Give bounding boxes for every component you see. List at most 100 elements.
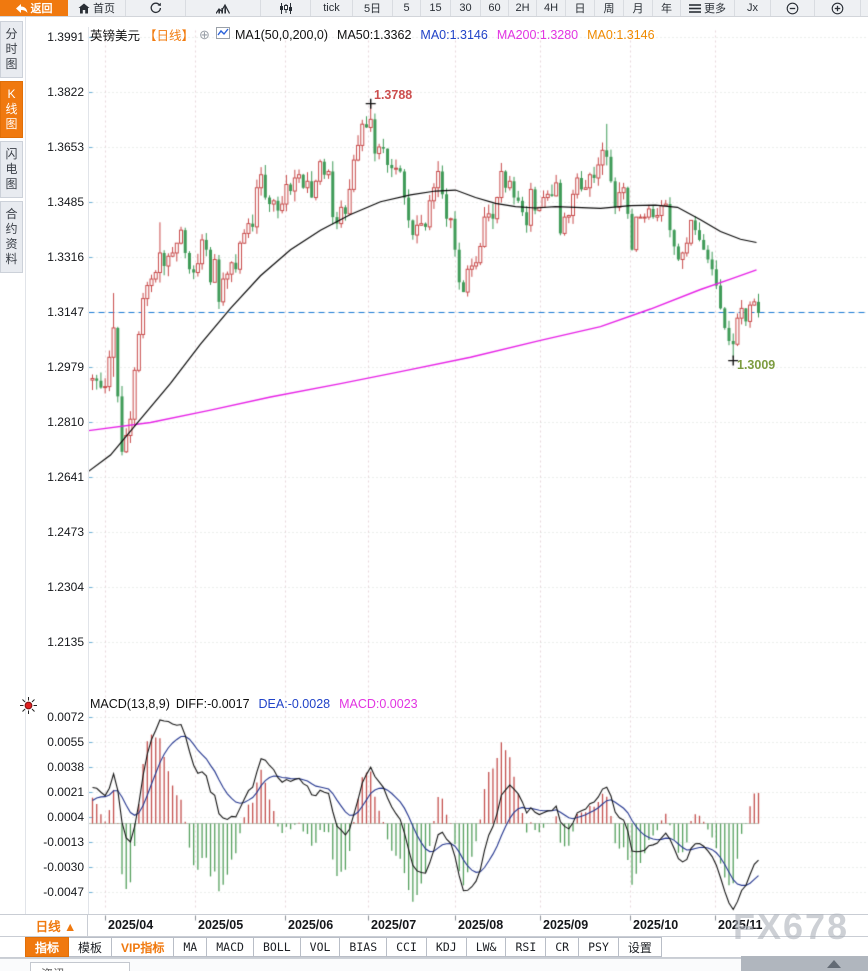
tab-BOLL[interactable]: BOLL: [253, 937, 301, 957]
refresh-icon: [149, 2, 162, 14]
low-price-annotation: 1.3009: [737, 358, 776, 372]
macd-axis-label: 0.0072: [47, 710, 84, 725]
period-selector[interactable]: 日线 ▲: [25, 915, 88, 936]
macd-header: MACD(13,8,9) DIFF:-0.0017 DEA:-0.0028 MA…: [90, 697, 418, 711]
tab-LW&[interactable]: LW&: [466, 937, 507, 957]
macd-axis-label: 0.0004: [47, 810, 84, 825]
home-button[interactable]: 首页: [68, 0, 126, 16]
ma50-value: MA50:1.3362: [337, 27, 412, 42]
month-label: 2025/05: [198, 918, 244, 932]
month-label: 2025/08: [458, 918, 504, 932]
zoom-in-button[interactable]: [815, 0, 861, 16]
sidebar-tab-3[interactable]: 闪 电 图: [0, 141, 23, 198]
zoom-in-icon: [831, 2, 844, 15]
sidebar-divider: [25, 17, 26, 957]
back-button[interactable]: 返回: [0, 0, 68, 16]
interval-day-button[interactable]: 日: [566, 0, 595, 16]
price-axis-label: 1.2304: [47, 579, 84, 594]
timeline-chart-button[interactable]: [186, 0, 261, 16]
macd-axis-label: -0.0030: [43, 860, 84, 875]
home-icon: [78, 3, 90, 14]
month-label: 2025/06: [288, 918, 334, 932]
up-triangle-icon: [827, 960, 841, 968]
price-axis-label: 1.3822: [47, 85, 84, 100]
tab-PSY[interactable]: PSY: [579, 937, 619, 957]
interval-60-button[interactable]: 60: [481, 0, 509, 16]
plot-left-border: [88, 27, 89, 914]
price-axis-label: 1.2473: [47, 524, 84, 539]
tab-指标[interactable]: 指标: [25, 937, 70, 957]
macd-axis-label: 0.0021: [47, 785, 84, 800]
interval-year-button[interactable]: 年: [653, 0, 681, 16]
indicator-settings-icon[interactable]: [20, 697, 37, 719]
price-axis-label: 1.2810: [47, 414, 84, 429]
tab-CCI[interactable]: CCI: [387, 937, 427, 957]
month-label: 2025/07: [371, 918, 417, 932]
zoom-out-icon: [786, 2, 799, 15]
high-price-annotation: 1.3788: [374, 88, 413, 102]
chart-header: 英镑美元 【日线】 ⊕ MA1(50,0,200,0) MA50:1.3362 …: [90, 25, 655, 44]
price-axis-label: 1.3316: [47, 250, 84, 265]
refresh-button[interactable]: [126, 0, 186, 16]
top-toolbar: 返回 首页 tick 5日 5 15 30 60 2H 4H 日周月年更多 Jx: [0, 0, 868, 17]
tab-RSI[interactable]: RSI: [506, 937, 547, 957]
partial-bottom-row: 资讯: [0, 958, 868, 971]
interval-tick-button[interactable]: tick: [311, 0, 353, 16]
tab-VOL[interactable]: VOL: [300, 937, 341, 957]
ma200-value: MA200:1.3280: [496, 27, 579, 42]
macd-axis-label: 0.0055: [47, 735, 84, 750]
interval-week-button[interactable]: 周: [595, 0, 624, 16]
tab-BIAS[interactable]: BIAS: [340, 937, 388, 957]
interval-5day-button[interactable]: 5日: [353, 0, 393, 16]
price-axis-label: 1.3991: [47, 30, 84, 44]
ma0-orange-value: MA0:1.3146: [587, 27, 655, 42]
macd-axis-label: 0.0038: [47, 760, 84, 775]
sidebar-tab-1[interactable]: 分 时 图: [0, 21, 23, 78]
tab-MA[interactable]: MA: [174, 937, 208, 957]
formula-button[interactable]: Jx: [735, 0, 771, 16]
panel-bottom-divider: [0, 914, 868, 915]
back-arrow-icon: [15, 3, 28, 14]
macd-axis-label: -0.0013: [43, 835, 84, 850]
month-label: 2025/09: [543, 918, 589, 932]
tabs-divider: [0, 957, 868, 958]
tab-MACD[interactable]: MACD: [207, 937, 254, 957]
tab-设置[interactable]: 设置: [618, 937, 662, 957]
candle-chart-button[interactable]: [261, 0, 311, 16]
tab-模板[interactable]: 模板: [69, 937, 113, 957]
macd-dea-value: DEA:-0.0028: [258, 697, 331, 711]
zoom-out-button[interactable]: [771, 0, 815, 16]
tab-KDJ[interactable]: KDJ: [426, 937, 467, 957]
sidebar-tab-2[interactable]: K 线 图: [0, 81, 23, 138]
candlestick-icon: [279, 2, 293, 14]
more-button[interactable]: 更多: [681, 0, 735, 16]
price-axis-label: 1.2979: [47, 359, 84, 374]
bar-chart-icon: [216, 3, 230, 14]
tab-CR[interactable]: CR: [546, 937, 580, 957]
interval-5-button[interactable]: 5: [393, 0, 421, 16]
interval-month-button[interactable]: 月: [624, 0, 653, 16]
macd-macd-value: MACD:0.0023: [339, 697, 418, 711]
dates-divider: [0, 936, 868, 937]
news-tab[interactable]: 资讯: [30, 962, 130, 971]
period-label: 【日线】: [144, 29, 195, 43]
price-axis-label: 1.3485: [47, 194, 84, 209]
sidebar-tab-4[interactable]: 合 约 资 料: [0, 201, 23, 273]
interval-15-button[interactable]: 15: [421, 0, 451, 16]
price-axis-label: 1.2135: [47, 635, 84, 649]
scroll-to-top[interactable]: [741, 956, 868, 971]
interval-2h-button[interactable]: 2H: [509, 0, 537, 16]
expand-icon[interactable]: ⊕: [199, 26, 210, 42]
menu-icon: [689, 3, 701, 13]
interval-4h-button[interactable]: 4H: [537, 0, 566, 16]
interval-30-button[interactable]: 30: [451, 0, 481, 16]
mini-chart-icon[interactable]: [215, 27, 230, 42]
tab-VIP指标[interactable]: VIP指标: [112, 937, 175, 957]
ma0-blue-value: MA0:1.3146: [420, 27, 488, 42]
symbol-name: 英镑美元: [90, 29, 141, 43]
month-label: 2025/04: [108, 918, 154, 932]
indicator-tab-bar: 指标 模板 VIP指标 MA MACD BOLL VOL BIAS CCI KDJ LW& RSI CR…: [25, 937, 662, 957]
macd-axis-label: -0.0047: [43, 885, 84, 900]
